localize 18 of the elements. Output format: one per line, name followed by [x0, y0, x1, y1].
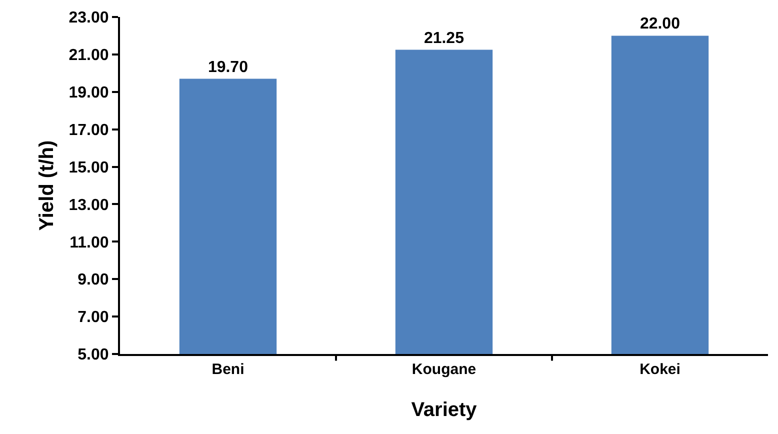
y-tick-label: 21.00 [68, 47, 109, 64]
y-tick-label: 19.00 [68, 84, 109, 102]
y-tick-label: 17.00 [68, 122, 109, 139]
y-tick-label: 23.00 [68, 10, 109, 27]
y-tick-label: 11.00 [70, 234, 109, 252]
y-tick-label: 5.00 [78, 346, 109, 364]
x-tick-label: Beni [212, 361, 244, 378]
y-tick-label: 13.00 [68, 196, 109, 214]
data-label: 19.70 [208, 58, 248, 76]
x-axis-title: Variety [411, 399, 478, 421]
y-tick-label: 15.00 [68, 159, 109, 176]
x-tick-label: Kokei [640, 361, 680, 378]
y-tick-label: 9.00 [78, 272, 109, 289]
x-tick-label: Kougane [412, 361, 476, 378]
y-tick-label: 7.00 [78, 309, 109, 326]
data-label: 22.00 [640, 16, 680, 33]
y-axis-title: Yield (t/h) [36, 140, 58, 231]
data-label: 21.25 [424, 30, 464, 47]
